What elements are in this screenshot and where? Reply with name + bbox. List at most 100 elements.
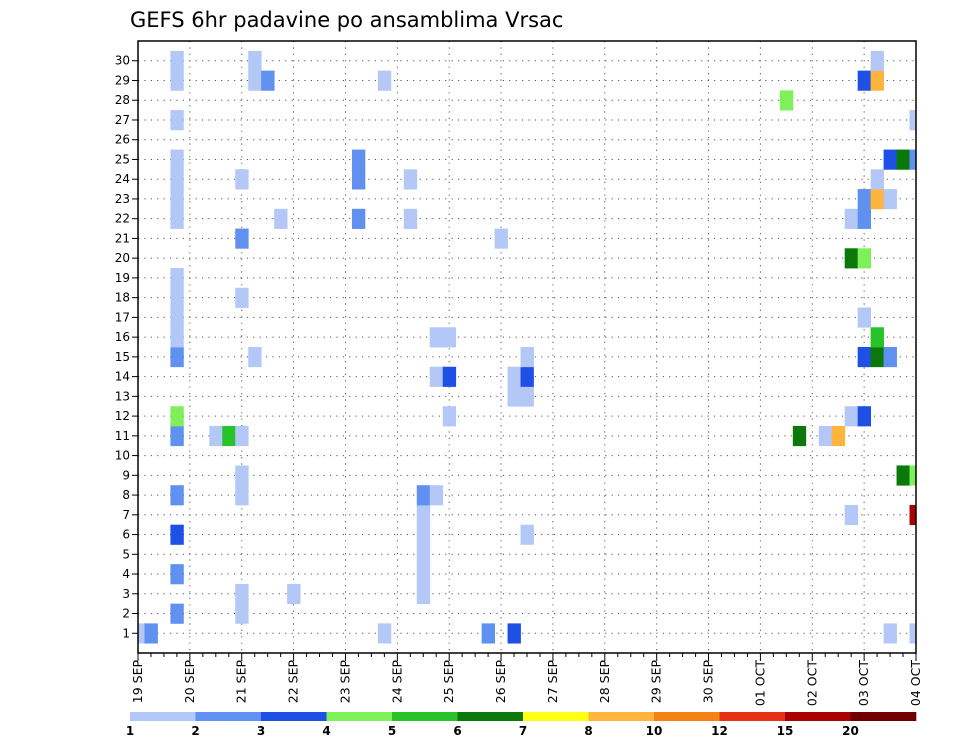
data-cell: [857, 307, 872, 328]
x-tick-label: 19 SEP: [130, 660, 145, 704]
data-cell: [170, 347, 184, 368]
data-cell: [235, 465, 249, 486]
data-cell: [170, 327, 184, 348]
data-cell: [377, 70, 392, 91]
legend-label: 6: [453, 724, 461, 738]
legend-swatch: [130, 712, 196, 721]
legend-label: 12: [711, 724, 728, 738]
data-cell: [909, 623, 917, 644]
data-cell: [857, 208, 872, 229]
data-cell: [170, 110, 184, 131]
x-tick-label: 25 SEP: [441, 660, 456, 704]
data-cell: [442, 406, 457, 427]
data-cell: [235, 603, 249, 624]
data-cells: [138, 50, 917, 644]
data-cell: [274, 208, 288, 229]
legend-label: 2: [191, 724, 199, 738]
y-tick-label: 8: [122, 488, 130, 502]
data-cell: [235, 169, 249, 190]
y-tick-label: 22: [115, 212, 130, 226]
data-cell: [403, 208, 418, 229]
legend-label: 20: [842, 724, 859, 738]
y-tick-label: 30: [115, 54, 130, 68]
legend-label: 4: [322, 724, 330, 738]
legend-swatch: [523, 712, 589, 721]
x-tick-label: 28 SEP: [597, 660, 612, 704]
x-tick-label: 30 SEP: [701, 660, 716, 704]
legend-label: 15: [777, 724, 794, 738]
x-axis-ticks: 19 SEP 20 SEP 21 SEP 22 SEP 23 SEP 24 SEP 25 S…: [130, 653, 923, 706]
x-tick-label: 26 SEP: [493, 660, 508, 704]
y-tick-label: 16: [115, 330, 130, 344]
legend-label: 3: [257, 724, 265, 738]
data-cell: [831, 425, 846, 447]
legend-swatch: [195, 712, 262, 721]
data-cell: [844, 208, 859, 229]
data-cell: [170, 169, 184, 190]
data-cell: [870, 70, 884, 91]
data-cell: [144, 623, 158, 644]
legend-label: 1: [126, 724, 134, 738]
data-cell: [870, 169, 884, 190]
y-tick-label: 28: [115, 93, 130, 107]
data-cell: [248, 70, 262, 91]
x-tick-label: 04 OCT: [908, 660, 923, 706]
data-cell: [170, 287, 184, 308]
y-tick-label: 23: [115, 192, 130, 206]
data-cell: [857, 189, 872, 210]
data-cell: [235, 485, 249, 506]
y-tick-label: 21: [115, 231, 130, 245]
data-cell: [416, 583, 431, 605]
data-cell: [870, 50, 884, 72]
y-tick-label: 26: [115, 133, 130, 147]
data-cell: [909, 110, 917, 131]
legend-swatch: [457, 712, 524, 721]
x-tick-label: 27 SEP: [545, 660, 560, 704]
data-cell: [235, 425, 249, 447]
data-cell: [870, 189, 884, 210]
data-cell: [416, 544, 431, 565]
data-cell: [883, 347, 897, 368]
data-cell: [857, 347, 872, 368]
data-cell: [896, 465, 910, 486]
data-cell: [209, 425, 223, 447]
x-tick-label: 20 SEP: [182, 660, 197, 704]
x-tick-label: 02 OCT: [804, 660, 819, 706]
data-cell: [909, 504, 917, 526]
data-cell: [170, 485, 184, 506]
data-cell: [857, 70, 872, 91]
data-cell: [170, 70, 184, 91]
data-cell: [261, 70, 275, 91]
data-cell: [909, 149, 917, 170]
data-cell: [909, 465, 917, 486]
data-cell: [377, 623, 392, 644]
data-cell: [429, 327, 444, 348]
legend-swatch: [785, 712, 851, 721]
data-cell: [416, 485, 431, 506]
data-cell: [416, 524, 431, 545]
legend-swatch: [326, 712, 393, 721]
y-tick-label: 11: [115, 429, 130, 443]
data-cell: [248, 347, 262, 368]
y-tick-label: 20: [115, 251, 130, 265]
legend-label: 7: [519, 724, 527, 738]
data-cell: [883, 623, 897, 644]
x-tick-label: 01 OCT: [752, 660, 767, 706]
data-cell: [170, 50, 184, 72]
data-cell: [287, 583, 301, 605]
x-tick-label: 24 SEP: [389, 660, 404, 704]
data-cell: [170, 307, 184, 328]
data-cell: [883, 149, 897, 170]
data-cell: [138, 623, 145, 644]
y-tick-label: 2: [122, 607, 130, 621]
y-tick-label: 6: [122, 528, 130, 542]
data-cell: [351, 169, 366, 190]
y-tick-label: 29: [115, 73, 130, 87]
y-tick-label: 12: [115, 409, 130, 423]
y-tick-label: 9: [122, 468, 130, 482]
x-tick-label: 22 SEP: [286, 660, 301, 704]
data-cell: [870, 347, 884, 368]
y-tick-label: 19: [115, 271, 130, 285]
y-tick-label: 5: [122, 547, 130, 561]
data-cell: [844, 504, 859, 526]
